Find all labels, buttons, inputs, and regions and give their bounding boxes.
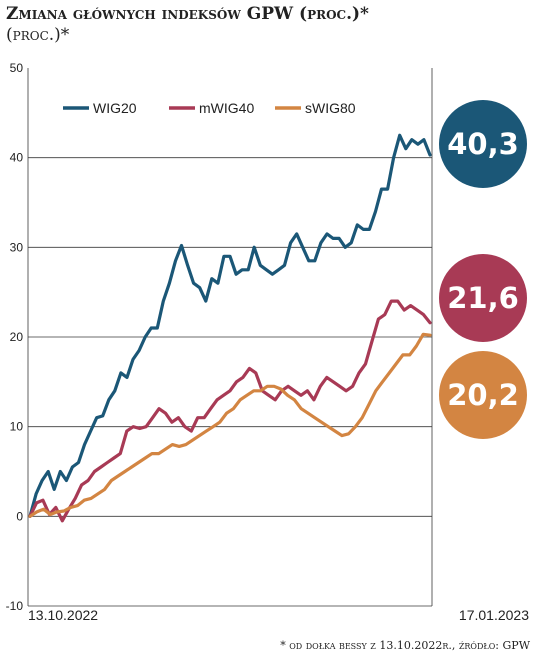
legend-label-wig20: WIG20 [93, 100, 137, 116]
y-tick-label: -10 [6, 599, 24, 613]
series-line-mwig40 [28, 299, 432, 523]
y-tick-label: 0 [16, 509, 23, 523]
value-badge-label-mwig40: 21,6 [447, 281, 519, 315]
x-end-label: 17.01.2023 [459, 607, 529, 623]
chart-title: Zmiana głównych indeksów GPW (proc.)* (p… [6, 4, 526, 46]
y-tick-label: 30 [10, 240, 24, 254]
y-tick-label: 10 [10, 420, 24, 434]
footnote: * od dołka bessy z 13.10.2022r., źródło:… [280, 639, 530, 652]
series-line-wig20 [28, 133, 432, 518]
value-badge-wig20 [439, 100, 527, 188]
legend-label-mwig40: mWIG40 [199, 100, 254, 116]
y-tick-label: 20 [10, 330, 24, 344]
value-badge-label-wig20: 40,3 [447, 127, 519, 161]
x-start-label: 13.10.2022 [28, 607, 98, 623]
chart-title-sub: (proc.)* [6, 25, 70, 45]
value-badge-label-swig80: 20,2 [447, 378, 519, 412]
legend-label-swig80: sWIG80 [305, 100, 356, 116]
value-badge-mwig40 [439, 254, 527, 342]
value-badge-swig80 [439, 351, 527, 439]
chart-title-main: Zmiana głównych indeksów GPW (proc.)* [6, 4, 369, 24]
y-tick-label: 50 [10, 61, 24, 75]
series-line-swig80 [28, 332, 432, 518]
y-tick-label: 40 [10, 151, 24, 165]
